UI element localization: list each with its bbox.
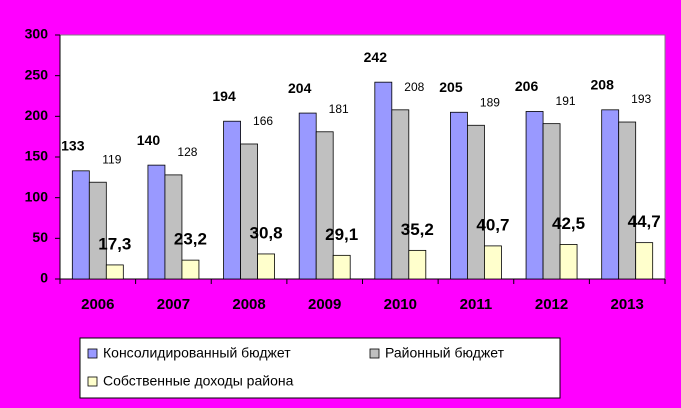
legend-label: Районный бюджет	[385, 345, 505, 361]
bar	[240, 143, 258, 280]
data-label: 206	[515, 78, 539, 94]
legend-label: Консолидированный бюджет	[103, 345, 291, 361]
data-label: 44,7	[628, 212, 661, 231]
bar	[450, 111, 468, 280]
bar	[147, 164, 166, 280]
bar	[559, 244, 578, 280]
data-label: 23,2	[174, 230, 207, 249]
data-label: 40,7	[476, 215, 509, 234]
y-tick-label: 300	[25, 26, 49, 42]
bar	[88, 181, 107, 280]
x-tick-label: 2012	[535, 296, 568, 313]
legend-swatch	[369, 348, 380, 359]
data-label: 205	[439, 79, 463, 95]
data-label: 189	[480, 95, 500, 109]
data-label: 208	[591, 77, 615, 93]
legend-label: Собственные доходы района	[103, 373, 294, 389]
y-tick-label: 150	[25, 148, 49, 164]
data-label: 133	[61, 138, 85, 154]
bar	[484, 245, 502, 280]
bar	[525, 111, 544, 280]
bar	[601, 109, 620, 280]
bar	[408, 249, 427, 280]
data-label: 181	[329, 102, 349, 116]
data-label: 42,5	[552, 214, 585, 233]
data-label: 193	[631, 92, 651, 106]
bar	[467, 124, 485, 280]
data-label: 29,1	[325, 225, 358, 244]
bar	[181, 259, 200, 280]
bar	[223, 120, 241, 280]
data-label: 191	[556, 94, 576, 108]
bar	[332, 254, 351, 280]
x-tick-label: 2006	[81, 296, 114, 313]
bar	[618, 121, 637, 280]
data-label: 119	[102, 152, 121, 166]
data-label: 128	[177, 145, 197, 159]
bar	[635, 242, 654, 280]
y-tick-label: 0	[40, 270, 48, 286]
bar	[374, 81, 393, 280]
bar	[391, 109, 410, 280]
data-label: 242	[364, 49, 388, 65]
legend-swatch	[87, 376, 98, 387]
bar	[164, 174, 183, 280]
data-label: 166	[253, 114, 273, 128]
bar	[71, 170, 90, 280]
legend-box	[79, 337, 561, 399]
data-label: 35,2	[401, 220, 434, 239]
data-label: 140	[137, 132, 161, 148]
x-tick-label: 2013	[611, 296, 644, 313]
x-tick-label: 2008	[232, 296, 265, 313]
x-tick-label: 2010	[384, 296, 417, 313]
data-label: 208	[404, 80, 424, 94]
y-tick-label: 100	[25, 188, 49, 204]
data-label: 194	[212, 88, 236, 104]
x-tick-label: 2011	[460, 296, 493, 313]
bar	[298, 112, 317, 280]
data-label: 204	[288, 80, 312, 96]
y-tick-label: 200	[25, 107, 49, 123]
y-tick-label: 50	[32, 229, 48, 245]
bar	[315, 131, 334, 280]
data-label: 30,8	[250, 223, 283, 242]
bar	[257, 253, 275, 280]
data-label: 17,3	[98, 234, 131, 253]
x-tick-label: 2009	[308, 296, 341, 313]
bar	[105, 264, 124, 280]
y-tick-label: 250	[25, 66, 49, 82]
x-tick-label: 2007	[157, 296, 190, 313]
legend-swatch	[87, 348, 98, 359]
bar	[542, 123, 561, 280]
